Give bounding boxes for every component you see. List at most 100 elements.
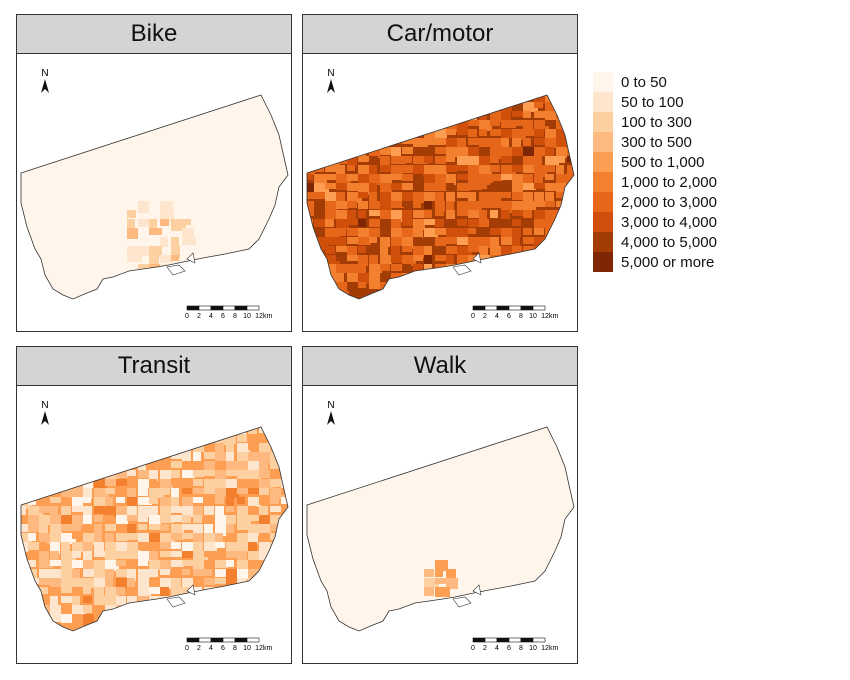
census-tract	[490, 129, 504, 136]
census-tract	[391, 201, 404, 208]
census-tract	[307, 147, 318, 154]
census-tract	[270, 614, 284, 621]
census-tract	[160, 488, 170, 495]
census-tract	[21, 443, 30, 449]
census-tract	[215, 479, 228, 489]
legend-label: 500 to 1,000	[621, 153, 705, 171]
census-tract	[21, 551, 25, 561]
census-tract	[50, 587, 60, 596]
census-tract	[72, 551, 81, 558]
census-tract	[534, 255, 547, 265]
census-tract	[391, 129, 403, 135]
census-tract	[347, 129, 357, 137]
census-tract	[215, 578, 229, 584]
census-tract	[281, 443, 288, 453]
census-tract	[248, 434, 263, 441]
census-tract	[307, 165, 315, 175]
census-tract	[336, 237, 346, 249]
census-tract	[83, 569, 97, 577]
census-tract	[556, 95, 569, 101]
census-tract	[94, 461, 105, 469]
census-tract	[457, 210, 469, 216]
census-tract	[237, 533, 248, 545]
scale-bar-tick: 8	[233, 645, 237, 652]
census-tract	[270, 605, 278, 614]
census-tract	[402, 210, 412, 220]
census-tract	[182, 506, 194, 517]
census-tract	[138, 551, 149, 561]
census-tract	[435, 156, 446, 164]
census-tract	[490, 201, 504, 208]
census-tract	[160, 470, 171, 480]
north-arrow-icon	[41, 79, 49, 93]
census-tract	[347, 210, 356, 221]
legend-swatch	[593, 192, 613, 212]
census-tract	[193, 434, 202, 442]
north-arrow-icon	[41, 411, 49, 425]
census-tract	[28, 497, 36, 505]
census-tract	[380, 273, 393, 282]
census-tract	[248, 479, 262, 490]
scale-bar-tick: 0	[471, 313, 475, 320]
census-tract	[39, 524, 48, 535]
legend-label: 3,000 to 4,000	[621, 213, 717, 231]
census-tract	[314, 120, 323, 130]
census-tract	[83, 596, 92, 603]
census-tract	[479, 174, 493, 185]
census-tract	[50, 497, 64, 503]
census-tract	[358, 192, 368, 198]
census-tract	[347, 282, 362, 291]
census-tract	[413, 228, 423, 238]
census-tract	[149, 255, 159, 265]
census-tract	[402, 237, 413, 249]
census-tract	[226, 551, 240, 558]
census-tract	[127, 461, 138, 467]
census-tract	[171, 434, 184, 446]
census-tract	[94, 497, 105, 507]
census-tract	[424, 102, 432, 114]
census-tract	[501, 192, 511, 198]
census-tract	[490, 246, 505, 257]
legend-item: 5,000 or more	[593, 252, 717, 272]
census-tract	[127, 542, 141, 552]
census-tract	[380, 129, 393, 137]
census-tract	[424, 255, 432, 265]
legend-swatch	[593, 112, 613, 132]
census-tract	[160, 434, 175, 441]
census-tract	[391, 120, 402, 130]
census-tract	[424, 273, 433, 281]
census-tract	[545, 255, 556, 266]
census-tract	[307, 174, 313, 180]
census-tract	[215, 542, 225, 548]
census-tract	[39, 506, 53, 513]
census-tract	[347, 183, 358, 191]
census-tract	[182, 515, 191, 523]
census-tract	[83, 524, 92, 532]
census-tract	[248, 443, 259, 450]
census-tract	[83, 443, 98, 451]
census-tract	[281, 569, 288, 576]
census-tract	[457, 95, 465, 102]
census-tract	[270, 479, 283, 487]
census-tract	[182, 237, 196, 245]
census-tract	[446, 201, 454, 212]
census-tract	[94, 488, 109, 499]
census-tract	[369, 282, 382, 289]
scale-bar-segment	[496, 305, 510, 311]
census-tract	[248, 461, 262, 470]
census-tract	[61, 497, 70, 504]
census-tract	[468, 210, 481, 218]
legend-label: 4,000 to 5,000	[621, 233, 717, 251]
census-tract	[171, 497, 179, 506]
census-tract	[21, 524, 31, 532]
census-tract	[160, 255, 173, 263]
census-tract	[424, 165, 436, 175]
census-tract	[307, 246, 313, 252]
census-tract	[314, 273, 324, 282]
census-tract	[556, 147, 569, 158]
census-tract	[391, 192, 405, 201]
census-tract	[325, 165, 336, 172]
census-tract	[369, 201, 384, 209]
census-tract	[435, 273, 448, 284]
census-tract	[545, 237, 556, 243]
